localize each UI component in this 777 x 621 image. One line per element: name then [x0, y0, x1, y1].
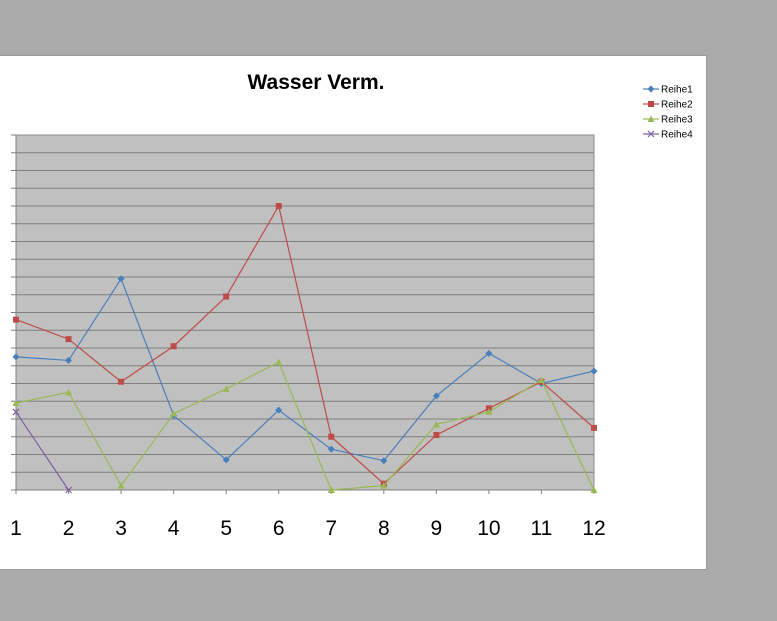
legend-item: Reihe2: [643, 100, 693, 111]
data-point: [433, 431, 440, 438]
series-line: [15, 411, 70, 491]
data-point: [432, 420, 440, 428]
data-point: [275, 203, 282, 209]
x-tick-label: 9: [431, 517, 443, 540]
data-point: [647, 85, 655, 93]
chart-title: Wasser Verm.: [248, 71, 385, 94]
x-tick-label: 8: [378, 517, 390, 540]
legend-item: Reihe3: [643, 115, 693, 126]
x-tick-label: 4: [168, 517, 180, 540]
data-point: [590, 367, 598, 375]
x-tick-label: 2: [63, 517, 75, 540]
legend: Reihe1 Reihe2 Reihe3 Reihe4: [643, 85, 693, 141]
data-point: [65, 388, 73, 396]
data-point: [12, 408, 20, 416]
x-tick-label: 1: [10, 517, 22, 540]
data-point: [380, 482, 388, 489]
series-4: [12, 408, 72, 494]
grid-lines: [16, 152, 594, 473]
data-point: [591, 424, 597, 431]
data-point: [117, 482, 125, 489]
data-point: [328, 433, 335, 440]
data-point: [117, 275, 125, 283]
data-point: [647, 115, 655, 122]
x-tick-label: 6: [273, 517, 285, 540]
y-axis: [11, 134, 17, 491]
data-point: [485, 405, 492, 412]
series-line: [15, 277, 595, 462]
data-point: [65, 486, 72, 494]
data-point: [222, 385, 230, 392]
data-point: [432, 392, 440, 400]
x-tick-label: 3: [115, 517, 127, 540]
x-tick-label: 11: [531, 517, 553, 540]
legend-label: Reihe4: [661, 130, 693, 141]
data-point: [65, 356, 73, 364]
data-point: [485, 349, 493, 357]
data-point: [647, 130, 655, 138]
chart-area: 1 2 3 4 5 6 7 8 9 10 11 12 Wasser Verm. Reihe1 Reihe…: [0, 55, 707, 570]
data-point: [118, 378, 125, 385]
data-point: [537, 376, 545, 383]
legend-label: Reihe3: [661, 115, 693, 126]
data-point: [327, 486, 335, 493]
data-point: [275, 406, 283, 414]
x-tick-label: 7: [325, 517, 337, 540]
data-point: [13, 316, 19, 323]
data-point: [222, 456, 230, 464]
data-point: [380, 457, 388, 465]
x-tick-label: 10: [477, 517, 500, 540]
series-line: [15, 361, 595, 491]
x-tick-label: 5: [220, 517, 232, 540]
data-point: [170, 343, 177, 350]
x-axis: 1 2 3 4 5 6 7 8 9 10 11 12: [10, 489, 606, 540]
line-chart: 1 2 3 4 5 6 7 8 9 10 11 12 Wasser Verm. Reihe1Reihe…: [10, 71, 693, 540]
data-point: [275, 358, 283, 366]
data-point: [648, 101, 654, 107]
legend-item: Reihe4: [643, 130, 693, 141]
legend-label: Reihe1: [661, 85, 693, 96]
series-line: [15, 204, 595, 485]
data-point: [65, 336, 72, 343]
data-point: [327, 445, 335, 453]
legend-item: Reihe1: [643, 85, 693, 96]
series-group: [12, 203, 598, 494]
data-point: [170, 410, 178, 417]
data-point: [12, 353, 20, 361]
data-point: [590, 486, 598, 493]
data-point: [485, 408, 493, 415]
x-tick-label: 12: [582, 517, 605, 540]
data-point: [12, 399, 20, 407]
series-3: [12, 358, 598, 493]
legend-label: Reihe2: [661, 100, 693, 111]
data-point: [223, 293, 230, 300]
